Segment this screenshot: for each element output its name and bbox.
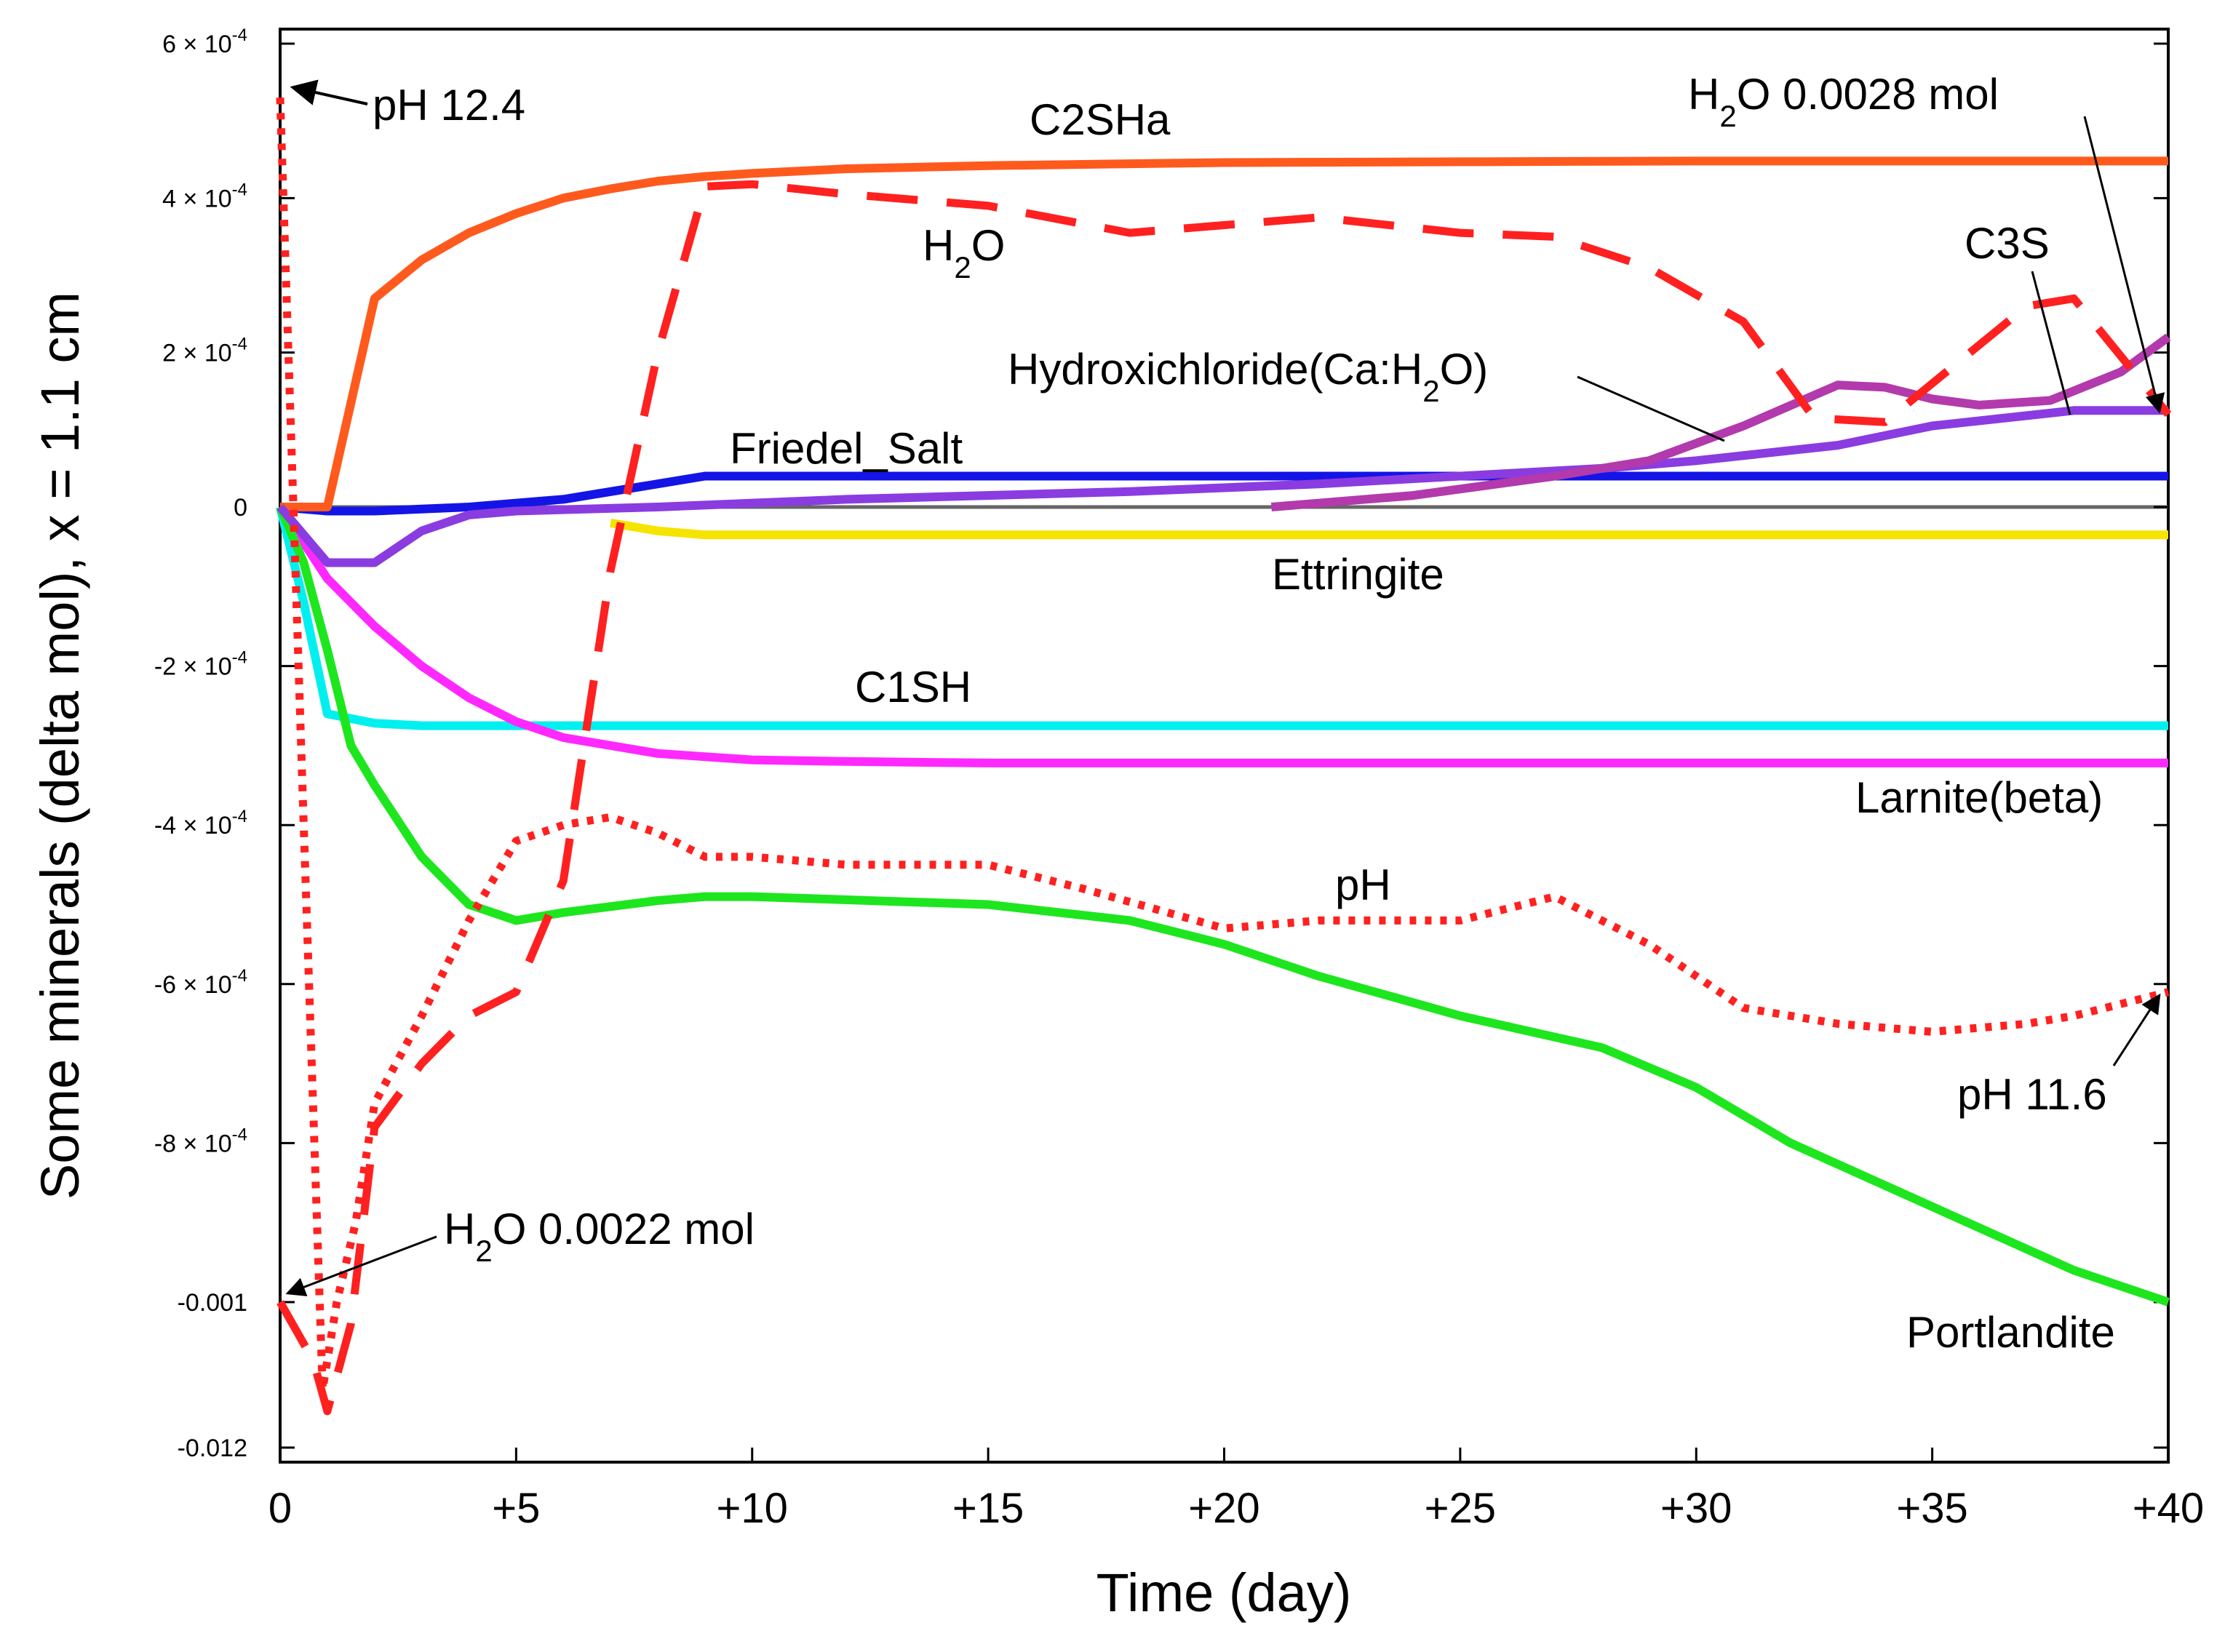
y-axis-label: Some minerals (delta mol), x = 1.1 cm (30, 292, 90, 1200)
y-tick-label: -0.001 (178, 1289, 247, 1317)
series-line-ettringite (610, 518, 2168, 540)
ann-friedel: Friedel_Salt (730, 424, 963, 473)
y-tick-label: -8 × 10-4 (154, 1125, 247, 1157)
ann-hydroxi: Hydroxichloride(Ca:H2O) (1008, 345, 1488, 408)
y-tick-label: -0.012 (178, 1434, 247, 1462)
ann-h2o-0022-arrow (285, 1235, 437, 1296)
ticks-layer: 0 +5 +10 +15 +20 +25 +30 +35 +40 6 × 10-4 4 × 10-4… (154, 25, 2204, 1532)
series-line-ph (276, 97, 2170, 1394)
ann-h2o-0028: H2O 0.0028 mol (1688, 70, 1999, 133)
y-tick-label: 2 × 10-4 (162, 335, 247, 367)
ann-ettringite: Ettringite (1272, 550, 1444, 599)
y-tick-label: 0 (234, 494, 247, 522)
y-tick-label: -2 × 10-4 (154, 648, 247, 681)
x-tick-label: +20 (1188, 1485, 1259, 1532)
series-layer (276, 97, 2172, 1416)
ann-c3s-leader (2031, 271, 2071, 415)
ann-ph: pH (1335, 861, 1391, 909)
x-tick-label: +35 (1896, 1485, 1967, 1532)
ann-hydroxi-leader (1577, 375, 1725, 442)
ann-c1sh: C1SH (855, 663, 971, 711)
series-line-c2sha (280, 156, 2168, 511)
series-line-friedel-salt (279, 471, 2168, 516)
x-tick-label: +40 (2133, 1485, 2204, 1532)
ann-portlandite: Portlandite (1906, 1308, 2115, 1357)
x-tick-label: +15 (952, 1485, 1024, 1532)
series-line-larnite-beta (276, 504, 2168, 767)
ann-ph116-arrow (2112, 993, 2161, 1066)
x-tick-label: +30 (1660, 1485, 1732, 1532)
x-tick-label: +25 (1425, 1485, 1496, 1532)
ann-h2o-0022: H2O 0.0022 mol (444, 1205, 755, 1268)
ann-c2sha: C2SHa (1030, 95, 1171, 144)
ann-larnite: Larnite(beta) (1855, 773, 2103, 822)
series-line-h2o (276, 180, 2172, 1416)
series-line-hydroxichloride-ca-h2o (276, 406, 2168, 567)
x-axis-label: Time (day) (1096, 1563, 1352, 1623)
ann-ph124-arrow (290, 79, 368, 105)
ann-h2o-0028-arrow (2083, 116, 2165, 414)
ann-c3s: C3S (1965, 219, 2050, 268)
series-line-c3s (1270, 333, 2171, 511)
y-tick-label: -6 × 10-4 (154, 966, 247, 999)
x-tick-label: +10 (717, 1485, 788, 1532)
series-line-portlandite (276, 505, 2170, 1306)
y-tick-label: 6 × 10-4 (162, 25, 247, 58)
x-tick-label: 0 (268, 1485, 292, 1532)
x-tick-label: +5 (492, 1485, 540, 1532)
y-tick-label: 4 × 10-4 (162, 180, 247, 212)
ann-ph116: pH 11.6 (1957, 1070, 2107, 1119)
series-line-c1sh (276, 506, 2168, 730)
ann-ph124: pH 12.4 (373, 81, 525, 129)
ann-h2o: H2O (923, 221, 1005, 284)
y-tick-label: -4 × 10-4 (154, 807, 247, 839)
annotations: pH 12.4 C2SHa H2O H2O 0.0028 mol C3S Hyd… (285, 70, 2165, 1357)
